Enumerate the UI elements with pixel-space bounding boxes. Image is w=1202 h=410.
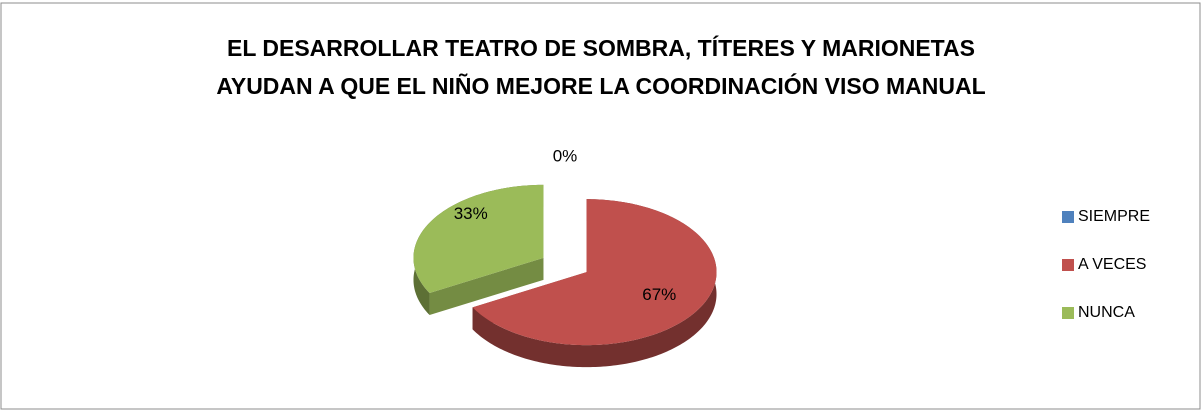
chart-title: EL DESARROLLAR TEATRO DE SOMBRA, TÍTERES…	[227, 34, 975, 61]
data-label: 67%	[642, 285, 676, 304]
data-label: 33%	[454, 204, 488, 223]
chart-title: AYUDAN A QUE EL NIÑO MEJORE LA COORDINAC…	[216, 72, 985, 99]
slice	[413, 184, 544, 294]
legend-label: NUNCA	[1078, 304, 1135, 321]
data-label: 0%	[553, 146, 578, 165]
slice	[472, 199, 717, 346]
legend-swatch	[1062, 211, 1074, 223]
legend-swatch	[1062, 259, 1074, 271]
legend-label: A VECES	[1078, 256, 1146, 273]
slice-side	[429, 257, 544, 316]
legend-swatch	[1062, 307, 1074, 319]
legend-label: SIEMPRE	[1078, 208, 1150, 225]
